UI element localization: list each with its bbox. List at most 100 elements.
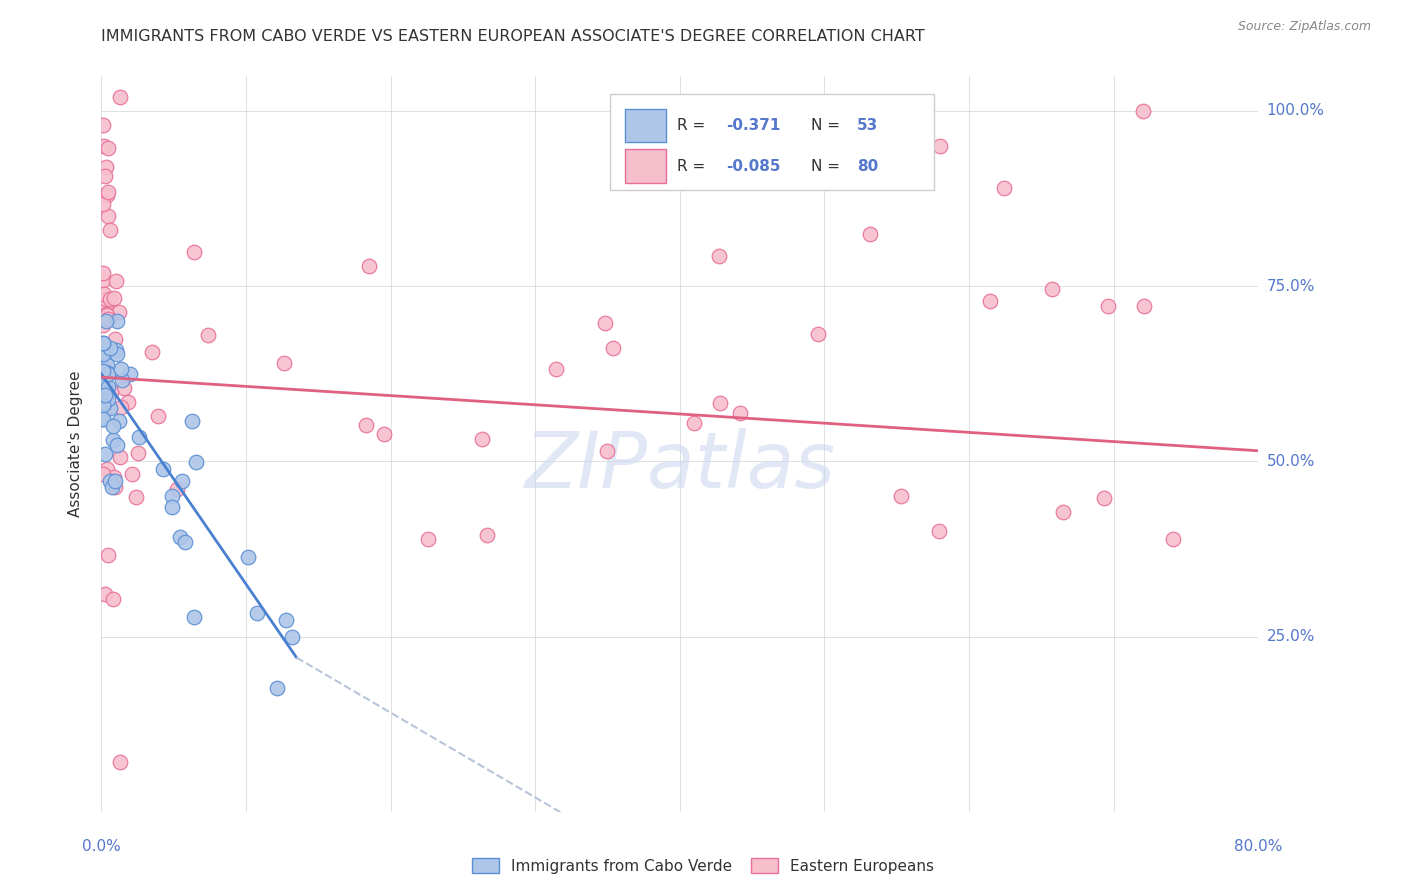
Point	[266, 681, 288, 695]
Point	[128, 430, 150, 444]
Point	[246, 606, 269, 620]
Point	[170, 474, 193, 488]
Point	[141, 345, 163, 359]
Point	[91, 273, 114, 287]
Point	[97, 548, 120, 562]
Point	[91, 412, 114, 426]
Point	[728, 406, 751, 420]
Point	[100, 293, 122, 307]
Point	[93, 587, 115, 601]
Point	[859, 227, 882, 242]
Point	[97, 141, 120, 155]
Point	[181, 414, 204, 428]
Point	[91, 266, 114, 280]
Text: R =: R =	[678, 159, 710, 174]
Point	[94, 292, 117, 306]
Legend: Immigrants from Cabo Verde, Eastern Europeans: Immigrants from Cabo Verde, Eastern Euro…	[465, 852, 941, 880]
Text: 75.0%: 75.0%	[1267, 278, 1315, 293]
Point	[979, 294, 1001, 309]
Point	[100, 480, 122, 494]
Point	[91, 318, 114, 333]
FancyBboxPatch shape	[626, 149, 666, 183]
Point	[96, 314, 118, 328]
Point	[1040, 282, 1063, 296]
Point	[94, 160, 117, 174]
Text: 80: 80	[856, 159, 879, 174]
FancyBboxPatch shape	[610, 95, 935, 190]
Point	[91, 398, 114, 412]
Text: 53: 53	[856, 119, 879, 134]
Point	[98, 475, 121, 489]
Point	[1163, 533, 1185, 547]
Point	[112, 381, 135, 395]
Point	[91, 411, 114, 425]
Point	[96, 359, 118, 373]
Point	[169, 530, 191, 544]
Point	[91, 335, 114, 350]
Point	[146, 409, 169, 424]
Point	[125, 490, 148, 504]
Point	[890, 490, 912, 504]
Point	[602, 342, 624, 356]
Point	[103, 470, 125, 484]
Point	[91, 363, 114, 377]
Point	[98, 223, 121, 237]
Point	[101, 434, 124, 448]
Text: 100.0%: 100.0%	[1267, 103, 1324, 119]
Point	[110, 362, 132, 376]
Point	[475, 527, 498, 541]
Point	[1097, 299, 1119, 313]
Point	[110, 401, 132, 415]
Point	[97, 209, 120, 223]
Point	[96, 462, 118, 476]
Point	[91, 373, 114, 387]
Point	[104, 332, 127, 346]
Point	[94, 368, 117, 383]
Point	[183, 610, 205, 624]
Point	[593, 316, 616, 330]
Point	[108, 450, 131, 464]
Point	[186, 455, 208, 469]
Point	[544, 361, 567, 376]
Point	[707, 249, 730, 263]
Point	[183, 244, 205, 259]
Point	[166, 482, 188, 496]
Point	[160, 500, 183, 515]
Point	[100, 385, 122, 400]
Text: -0.085: -0.085	[725, 159, 780, 174]
Text: 50.0%: 50.0%	[1267, 454, 1315, 469]
Text: 0.0%: 0.0%	[82, 839, 121, 855]
Point	[1132, 299, 1154, 313]
Point	[94, 169, 117, 184]
Point	[273, 356, 295, 370]
Point	[94, 388, 117, 402]
Point	[197, 328, 219, 343]
Point	[97, 379, 120, 393]
Point	[1132, 103, 1154, 118]
Point	[107, 314, 129, 328]
Point	[120, 367, 142, 381]
Point	[993, 180, 1015, 194]
Point	[110, 90, 132, 104]
Point	[281, 630, 304, 644]
Point	[93, 395, 115, 409]
Text: 80.0%: 80.0%	[1234, 839, 1282, 855]
Point	[354, 417, 377, 432]
Point	[108, 414, 131, 428]
Point	[357, 259, 380, 273]
Point	[104, 481, 127, 495]
Point	[709, 395, 731, 409]
Point	[105, 347, 128, 361]
Point	[105, 274, 128, 288]
Point	[97, 312, 120, 326]
Point	[105, 438, 128, 452]
Point	[93, 370, 115, 384]
Point	[91, 359, 114, 373]
Point	[236, 549, 259, 564]
Point	[91, 364, 114, 378]
Text: Source: ZipAtlas.com: Source: ZipAtlas.com	[1237, 20, 1371, 33]
Point	[1052, 505, 1074, 519]
Point	[104, 343, 127, 357]
Point	[91, 346, 114, 360]
FancyBboxPatch shape	[626, 109, 666, 142]
